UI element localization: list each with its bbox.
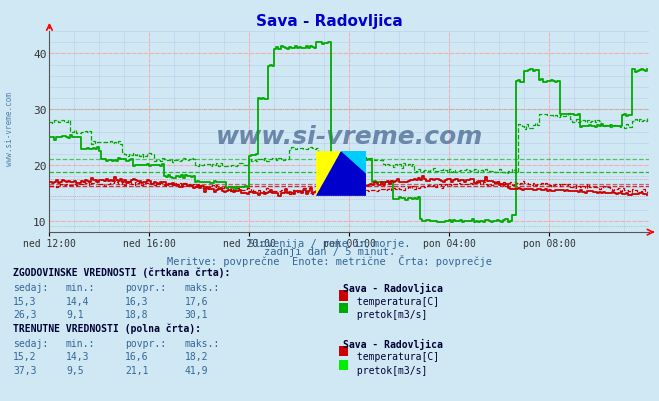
Text: Meritve: povprečne  Enote: metrične  Črta: povprečje: Meritve: povprečne Enote: metrične Črta:… — [167, 255, 492, 267]
Text: pretok[m3/s]: pretok[m3/s] — [351, 309, 427, 319]
Text: 16,6: 16,6 — [125, 351, 149, 361]
Text: zadnji dan / 5 minut.: zadnji dan / 5 minut. — [264, 247, 395, 257]
Polygon shape — [316, 152, 366, 196]
Text: 41,9: 41,9 — [185, 365, 208, 375]
Text: 14,4: 14,4 — [66, 296, 90, 306]
Text: 15,3: 15,3 — [13, 296, 37, 306]
Text: povpr.:: povpr.: — [125, 338, 166, 348]
Text: temperatura[C]: temperatura[C] — [351, 351, 439, 361]
Text: min.:: min.: — [66, 338, 96, 348]
Text: www.si-vreme.com: www.si-vreme.com — [5, 91, 14, 165]
Text: maks.:: maks.: — [185, 338, 219, 348]
Text: 18,2: 18,2 — [185, 351, 208, 361]
Text: Sava - Radovljica: Sava - Radovljica — [256, 14, 403, 29]
Text: 14,3: 14,3 — [66, 351, 90, 361]
Text: pretok[m3/s]: pretok[m3/s] — [351, 365, 427, 375]
Text: 15,2: 15,2 — [13, 351, 37, 361]
Text: www.si-vreme.com: www.si-vreme.com — [215, 124, 483, 148]
Polygon shape — [341, 152, 366, 196]
Text: sedaj:: sedaj: — [13, 283, 48, 293]
Text: Sava - Radovljica: Sava - Radovljica — [343, 283, 443, 294]
Text: TRENUTNE VREDNOSTI (polna črta):: TRENUTNE VREDNOSTI (polna črta): — [13, 323, 201, 333]
Polygon shape — [316, 152, 341, 196]
Text: sedaj:: sedaj: — [13, 338, 48, 348]
Text: 26,3: 26,3 — [13, 309, 37, 319]
Text: temperatura[C]: temperatura[C] — [351, 296, 439, 306]
Text: povpr.:: povpr.: — [125, 283, 166, 293]
Text: 16,3: 16,3 — [125, 296, 149, 306]
Text: Slovenija / reke in morje.: Slovenija / reke in morje. — [248, 239, 411, 249]
Text: 21,1: 21,1 — [125, 365, 149, 375]
Text: min.:: min.: — [66, 283, 96, 293]
Text: 9,1: 9,1 — [66, 309, 84, 319]
Text: ZGODOVINSKE VREDNOSTI (črtkana črta):: ZGODOVINSKE VREDNOSTI (črtkana črta): — [13, 267, 231, 277]
Text: 9,5: 9,5 — [66, 365, 84, 375]
Text: 17,6: 17,6 — [185, 296, 208, 306]
Text: 18,8: 18,8 — [125, 309, 149, 319]
Text: 37,3: 37,3 — [13, 365, 37, 375]
Text: 30,1: 30,1 — [185, 309, 208, 319]
Text: maks.:: maks.: — [185, 283, 219, 293]
Text: Sava - Radovljica: Sava - Radovljica — [343, 338, 443, 349]
